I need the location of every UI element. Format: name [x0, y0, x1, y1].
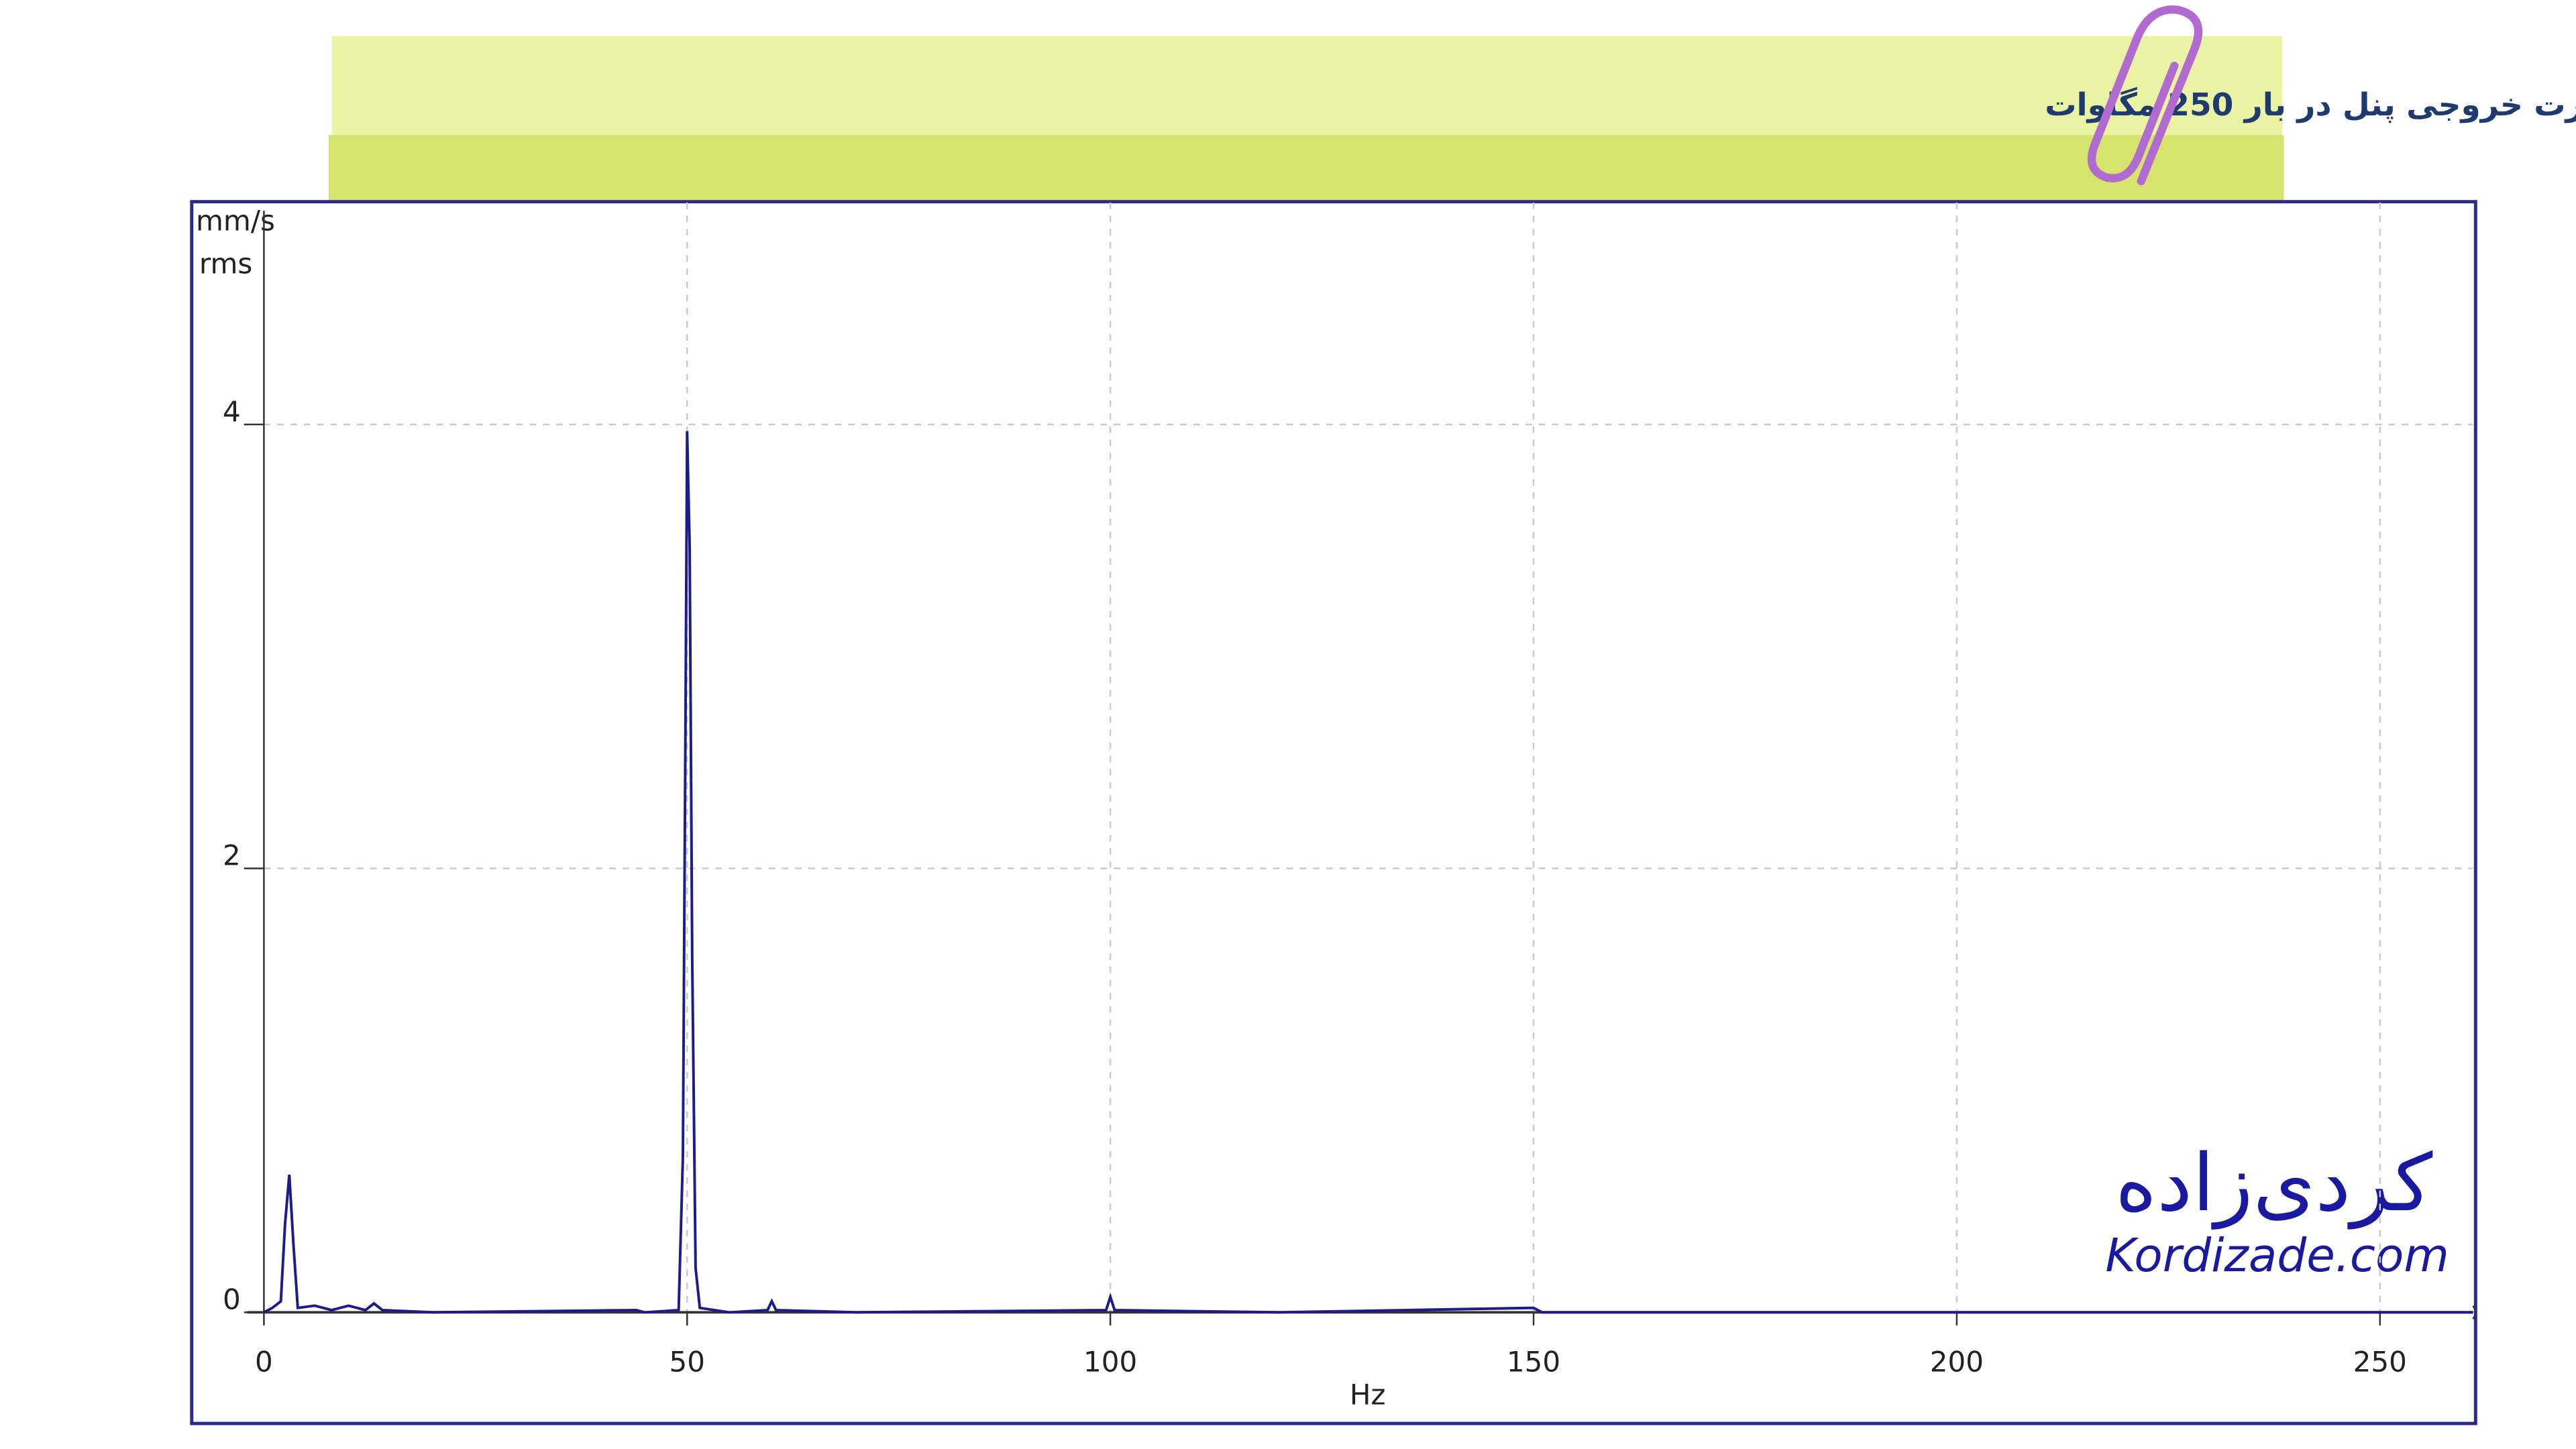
- y-axis-label: rms: [199, 248, 252, 280]
- title-banner-bottom: [328, 135, 2284, 201]
- title-banner-top: [331, 36, 2283, 139]
- x-tick-label: 0: [255, 1346, 273, 1379]
- x-tick-label: 200: [1930, 1346, 1984, 1379]
- watermark-site: Kordizade.com: [2105, 1229, 2449, 1283]
- y-tick-label: 0: [223, 1283, 241, 1316]
- x-axis-label: Hz: [1350, 1379, 1386, 1411]
- x-tick-label: 100: [1083, 1346, 1137, 1379]
- plot-frame: [190, 200, 2477, 1426]
- spectrum-line: [263, 431, 2473, 1314]
- x-tick-label: 150: [1507, 1346, 1560, 1379]
- x-tick-label: 250: [2353, 1346, 2407, 1379]
- y-axis-label: mm/s: [196, 205, 275, 237]
- x-tick-label: 50: [669, 1346, 706, 1379]
- chart-title: طیف فرکانسی ارتعاشات مطلق UGB واحد 3 با …: [2045, 87, 2576, 123]
- paperclip-icon: [2087, 5, 2203, 186]
- y-tick-label: 4: [223, 395, 241, 428]
- y-tick-label: 2: [223, 839, 241, 872]
- x-axis-arrow: [2472, 1305, 2477, 1320]
- watermark-name: کردی‌زاده: [2115, 1137, 2433, 1230]
